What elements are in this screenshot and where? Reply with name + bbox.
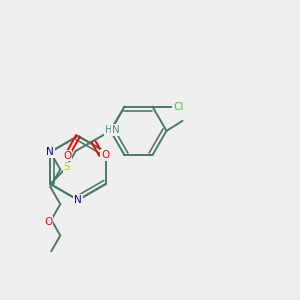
Text: H: H <box>105 125 112 135</box>
Text: Cl: Cl <box>173 102 183 112</box>
Text: O: O <box>44 217 52 227</box>
Text: N: N <box>74 195 82 205</box>
Text: S: S <box>63 162 70 172</box>
Text: O: O <box>63 151 71 161</box>
Text: O: O <box>101 150 109 160</box>
Text: N: N <box>112 125 119 135</box>
Text: N: N <box>46 147 54 157</box>
